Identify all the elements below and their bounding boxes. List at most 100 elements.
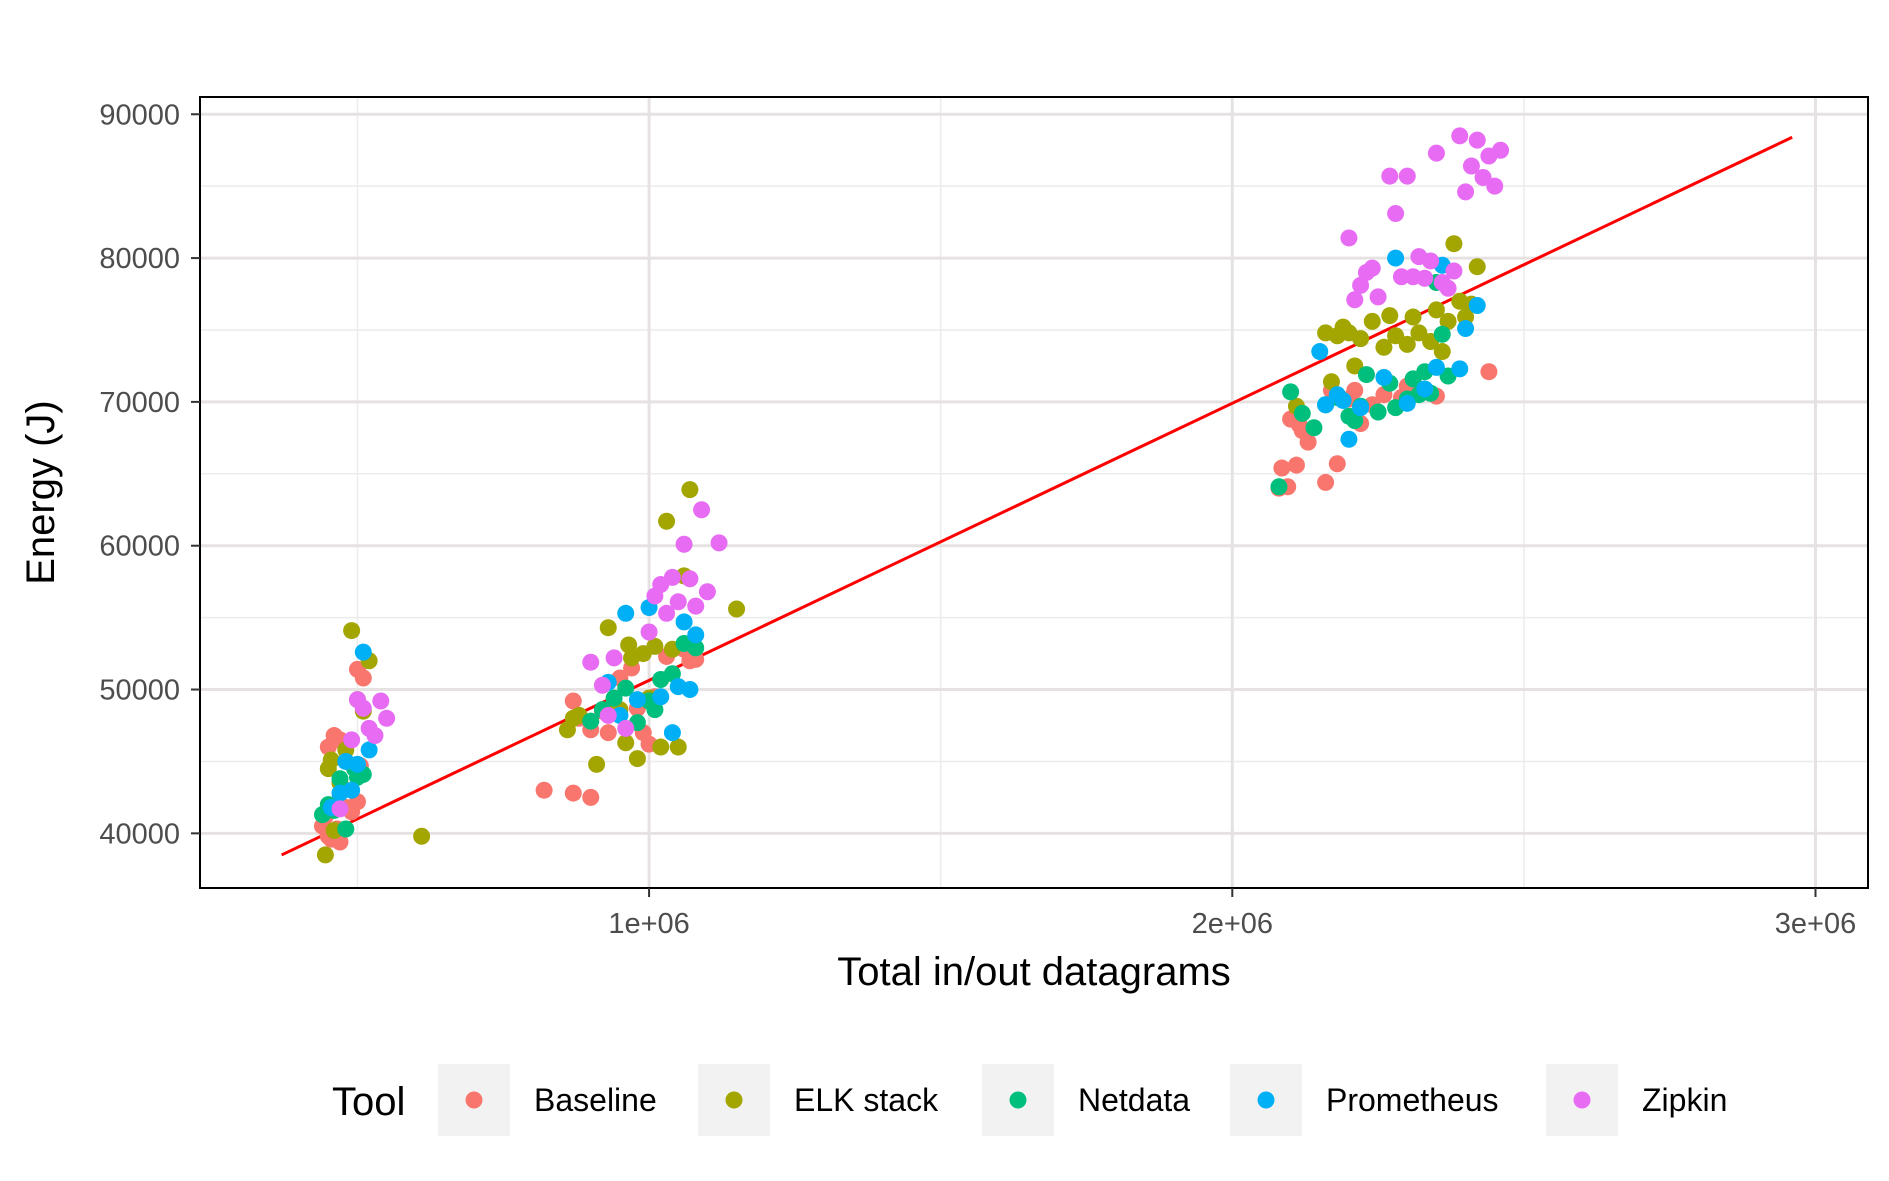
data-point [1486, 177, 1504, 195]
data-point [617, 719, 635, 737]
data-point [640, 623, 658, 641]
data-point [1328, 455, 1346, 473]
y-tick-label: 90000 [99, 99, 180, 131]
data-point [669, 593, 687, 611]
data-point [1451, 360, 1469, 378]
axis-ticks: 1e+06 2e+06 3e+06 40000 50000 60000 70000 80000… [99, 99, 1856, 940]
data-point [1346, 357, 1364, 375]
data-point [343, 781, 361, 799]
data-point [1392, 268, 1410, 286]
data-point [1346, 291, 1364, 309]
data-point [1369, 403, 1387, 421]
regression-line [281, 135, 1793, 857]
data-point [646, 637, 664, 655]
legend-key-marker [1257, 1091, 1275, 1109]
data-point [1457, 183, 1475, 201]
data-point [1340, 229, 1358, 247]
data-point [582, 712, 600, 730]
data-point [1445, 262, 1463, 280]
data-point [1346, 412, 1364, 430]
data-point [658, 512, 676, 530]
data-point [646, 701, 664, 719]
data-point [617, 679, 635, 697]
data-point [1427, 144, 1445, 162]
data-point [1357, 366, 1375, 384]
data-point [1427, 301, 1445, 319]
y-tick-label: 40000 [99, 818, 180, 850]
data-point [652, 688, 670, 706]
data-point [337, 820, 355, 838]
legend-label: Baseline [534, 1082, 657, 1118]
data-point [1352, 276, 1370, 294]
data-point [378, 709, 396, 727]
data-point [535, 781, 553, 799]
data-point [316, 846, 334, 864]
data-point [354, 699, 372, 717]
data-point [1381, 307, 1399, 325]
y-tick-label: 50000 [99, 675, 180, 707]
data-point [354, 643, 372, 661]
data-point [593, 676, 611, 694]
data-point [348, 755, 366, 773]
legend-title: Tool [332, 1080, 405, 1124]
data-point [1375, 338, 1393, 356]
legend-key-marker [1573, 1091, 1591, 1109]
data-point [1422, 252, 1440, 270]
data-point [1398, 394, 1416, 412]
data-point [681, 681, 699, 699]
data-point [588, 755, 606, 773]
data-point [681, 570, 699, 588]
data-point [322, 751, 340, 769]
data-point [1346, 381, 1364, 399]
data-point [1381, 167, 1399, 185]
data-point [605, 689, 623, 707]
data-point [1387, 204, 1405, 222]
data-point [331, 800, 349, 818]
data-point [617, 604, 635, 622]
plot-panel [200, 97, 1868, 888]
data-point [617, 734, 635, 752]
data-point [1387, 327, 1405, 345]
data-point [1416, 380, 1434, 398]
data-point [564, 784, 582, 802]
points-layer [313, 127, 1510, 864]
data-point [413, 827, 431, 845]
data-point [1468, 258, 1486, 276]
data-point [599, 724, 617, 742]
data-point [1404, 308, 1422, 326]
legend-key-marker [725, 1091, 743, 1109]
data-point [1352, 399, 1370, 417]
data-point [658, 604, 676, 622]
data-point [360, 741, 378, 759]
data-point [1299, 433, 1317, 451]
data-point [1273, 459, 1291, 477]
legend-label: ELK stack [794, 1082, 939, 1118]
data-point [628, 750, 646, 768]
data-point [620, 636, 638, 654]
data-point [1352, 330, 1370, 348]
data-point [681, 481, 699, 499]
data-point [675, 613, 693, 631]
data-point [1317, 473, 1335, 491]
plot-panel-border [199, 96, 1869, 889]
data-point [354, 669, 372, 687]
data-point [1462, 157, 1480, 175]
data-point [1433, 343, 1451, 361]
data-point [669, 738, 687, 756]
data-point [1433, 325, 1451, 343]
data-point [366, 727, 384, 745]
data-point [1293, 404, 1311, 422]
y-tick-label: 80000 [99, 243, 180, 275]
data-point [1439, 312, 1457, 330]
series-prometheus [322, 249, 1486, 816]
data-point [599, 706, 617, 724]
data-point [1305, 419, 1323, 437]
data-point [687, 639, 705, 657]
x-tick-label: 1e+06 [608, 908, 689, 940]
data-point [675, 535, 693, 553]
y-tick-label: 60000 [99, 531, 180, 563]
x-tick-label: 3e+06 [1775, 908, 1856, 940]
data-point [1387, 249, 1405, 267]
data-point [1363, 259, 1381, 277]
data-point [372, 692, 390, 710]
